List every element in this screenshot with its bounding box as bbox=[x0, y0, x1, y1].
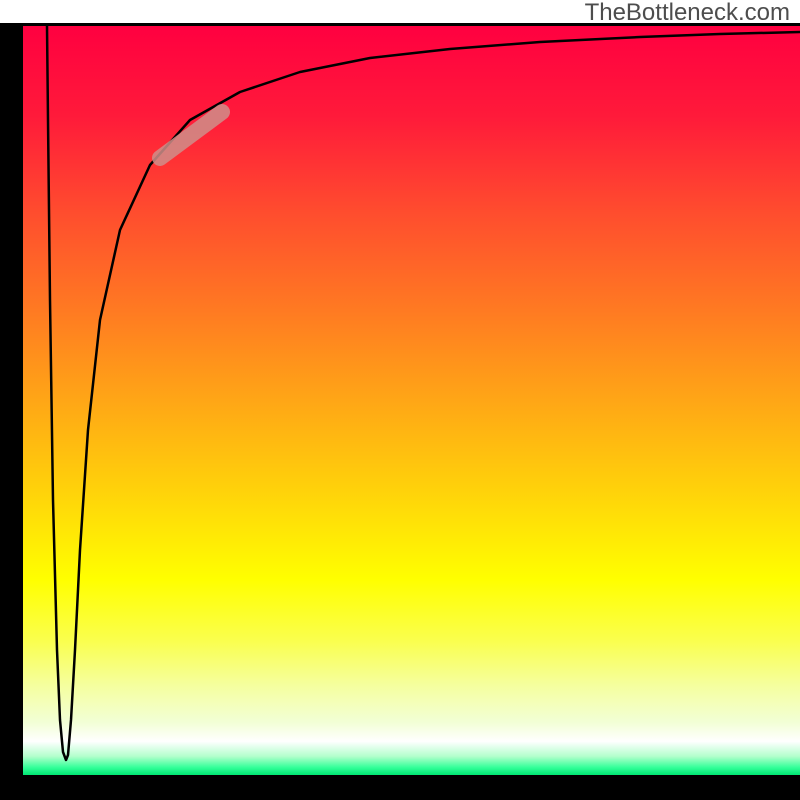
watermark-text: TheBottleneck.com bbox=[585, 0, 790, 26]
frame-bottom bbox=[0, 775, 800, 800]
chart-svg: TheBottleneck.com bbox=[0, 0, 800, 800]
bottleneck-chart: TheBottleneck.com bbox=[0, 0, 800, 800]
frame-left bbox=[0, 23, 23, 800]
plot-background-gradient bbox=[23, 26, 800, 775]
